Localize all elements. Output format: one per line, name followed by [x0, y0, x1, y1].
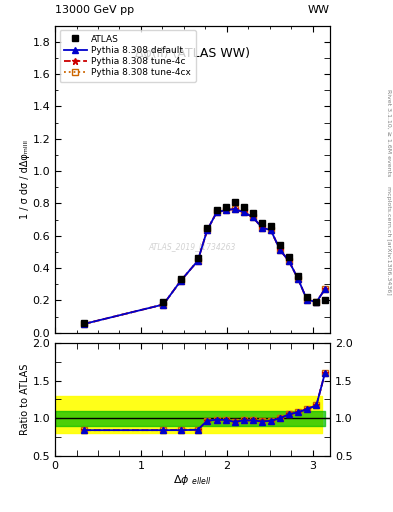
Pythia 8.308 tune-4c: [195, 258, 200, 264]
Pythia 8.308 default: [250, 214, 255, 220]
Pythia 8.308 tune-4c: [296, 276, 301, 283]
Pythia 8.308 tune-4cx: [314, 299, 319, 305]
Pythia 8.308 default: [195, 258, 200, 264]
ATLAS: [178, 276, 183, 283]
Line: Pythia 8.308 tune-4c: Pythia 8.308 tune-4c: [81, 206, 329, 327]
Pythia 8.308 tune-4c: [178, 278, 183, 284]
X-axis label: $\Delta\phi\ _{ellell}$: $\Delta\phi\ _{ellell}$: [173, 473, 212, 487]
Pythia 8.308 default: [268, 227, 273, 233]
Pythia 8.308 tune-4cx: [250, 214, 255, 220]
ATLAS: [250, 210, 255, 216]
ATLAS: [242, 204, 246, 210]
Pythia 8.308 tune-4cx: [242, 209, 246, 216]
Pythia 8.308 tune-4cx: [232, 206, 237, 212]
Pythia 8.308 tune-4c: [214, 209, 219, 216]
Pythia 8.308 default: [305, 296, 309, 303]
ATLAS: [232, 199, 237, 205]
ATLAS: [314, 299, 319, 305]
Pythia 8.308 tune-4c: [305, 296, 309, 303]
Pythia 8.308 tune-4cx: [195, 258, 200, 264]
Pythia 8.308 tune-4cx: [224, 207, 228, 213]
ATLAS: [82, 320, 86, 326]
Text: 13000 GeV pp: 13000 GeV pp: [55, 5, 134, 15]
Pythia 8.308 default: [232, 206, 237, 212]
ATLAS: [205, 225, 209, 231]
Pythia 8.308 tune-4cx: [205, 227, 209, 233]
Line: Pythia 8.308 default: Pythia 8.308 default: [81, 206, 328, 327]
Pythia 8.308 default: [286, 258, 291, 264]
Pythia 8.308 tune-4c: [323, 286, 327, 292]
Pythia 8.308 default: [224, 207, 228, 213]
Pythia 8.308 tune-4c: [232, 206, 237, 212]
Pythia 8.308 tune-4cx: [323, 286, 327, 292]
Y-axis label: 1 / σ dσ / dΔφₘₗₗₗₗ: 1 / σ dσ / dΔφₘₗₗₗₗ: [20, 140, 29, 219]
Pythia 8.308 default: [278, 247, 283, 253]
Pythia 8.308 tune-4cx: [296, 276, 301, 283]
Pythia 8.308 tune-4cx: [305, 296, 309, 303]
Pythia 8.308 tune-4c: [161, 302, 166, 308]
Line: ATLAS: ATLAS: [81, 198, 329, 327]
ATLAS: [268, 223, 273, 229]
Line: Pythia 8.308 tune-4cx: Pythia 8.308 tune-4cx: [81, 206, 328, 327]
Pythia 8.308 default: [82, 321, 86, 327]
Pythia 8.308 tune-4cx: [82, 321, 86, 327]
ATLAS: [305, 294, 309, 301]
Text: Δφ(ll) (ATLAS WW): Δφ(ll) (ATLAS WW): [135, 47, 250, 60]
Pythia 8.308 tune-4c: [314, 299, 319, 305]
Text: WW: WW: [308, 5, 330, 15]
ATLAS: [195, 255, 200, 262]
Pythia 8.308 tune-4cx: [214, 209, 219, 216]
Pythia 8.308 tune-4c: [224, 207, 228, 213]
Pythia 8.308 default: [214, 209, 219, 216]
Pythia 8.308 tune-4c: [260, 225, 264, 231]
ATLAS: [323, 297, 327, 304]
Pythia 8.308 default: [296, 276, 301, 283]
ATLAS: [286, 254, 291, 260]
Pythia 8.308 default: [314, 299, 319, 305]
Pythia 8.308 default: [205, 227, 209, 233]
Text: ATLAS_2019_I1734263: ATLAS_2019_I1734263: [149, 242, 236, 251]
Y-axis label: Ratio to ATLAS: Ratio to ATLAS: [20, 364, 29, 435]
Pythia 8.308 tune-4cx: [278, 247, 283, 253]
ATLAS: [161, 299, 166, 305]
Pythia 8.308 tune-4cx: [260, 225, 264, 231]
Pythia 8.308 default: [260, 225, 264, 231]
ATLAS: [278, 242, 283, 248]
Pythia 8.308 tune-4c: [268, 227, 273, 233]
ATLAS: [296, 273, 301, 279]
Pythia 8.308 tune-4cx: [286, 258, 291, 264]
Pythia 8.308 tune-4c: [286, 258, 291, 264]
Pythia 8.308 tune-4c: [242, 209, 246, 216]
Pythia 8.308 default: [323, 286, 327, 292]
Pythia 8.308 default: [178, 278, 183, 284]
ATLAS: [214, 207, 219, 213]
Pythia 8.308 default: [242, 209, 246, 216]
Pythia 8.308 tune-4c: [250, 214, 255, 220]
Pythia 8.308 tune-4c: [278, 247, 283, 253]
Text: Rivet 3.1.10, ≥ 1.6M events: Rivet 3.1.10, ≥ 1.6M events: [386, 90, 391, 177]
Pythia 8.308 default: [161, 302, 166, 308]
Pythia 8.308 tune-4cx: [178, 278, 183, 284]
ATLAS: [224, 204, 228, 210]
Pythia 8.308 tune-4cx: [161, 302, 166, 308]
Pythia 8.308 tune-4cx: [268, 227, 273, 233]
Pythia 8.308 tune-4c: [205, 227, 209, 233]
Text: mcplots.cern.ch [arXiv:1306.3436]: mcplots.cern.ch [arXiv:1306.3436]: [386, 186, 391, 295]
ATLAS: [260, 220, 264, 226]
Pythia 8.308 tune-4c: [82, 321, 86, 327]
Legend: ATLAS, Pythia 8.308 default, Pythia 8.308 tune-4c, Pythia 8.308 tune-4cx: ATLAS, Pythia 8.308 default, Pythia 8.30…: [59, 30, 196, 82]
